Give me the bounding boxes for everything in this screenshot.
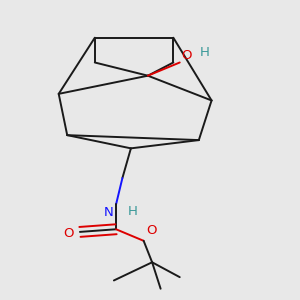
Text: O: O (146, 224, 156, 237)
Text: N: N (104, 206, 114, 219)
Text: H: H (200, 46, 210, 59)
Text: H: H (128, 205, 138, 218)
Text: O: O (182, 49, 192, 62)
Text: O: O (63, 227, 74, 240)
